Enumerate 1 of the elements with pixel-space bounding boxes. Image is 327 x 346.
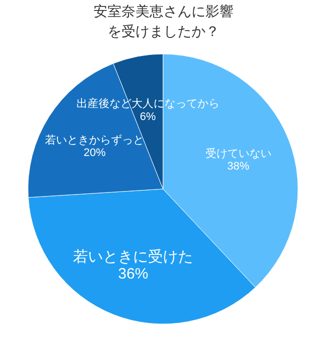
title: 安室奈美恵さんに影響を受けましたか？ [94, 3, 234, 39]
